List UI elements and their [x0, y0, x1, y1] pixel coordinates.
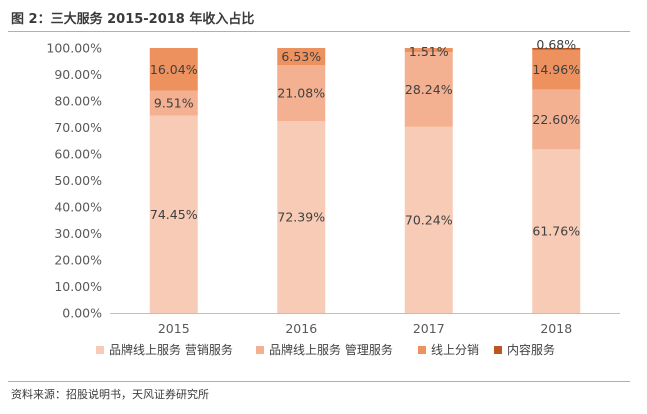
data-label: 1.51%: [409, 44, 449, 59]
bar-segment: [277, 121, 326, 313]
legend-swatch: [256, 346, 264, 354]
y-tick-label: 40.00%: [54, 200, 102, 215]
data-label: 16.04%: [150, 62, 198, 77]
chart-title: 图 2：三大服务 2015-2018 年收入占比: [11, 12, 255, 27]
data-label: 9.51%: [154, 96, 194, 111]
data-label: 61.76%: [532, 224, 580, 239]
data-label: 28.24%: [405, 82, 453, 97]
y-tick-label: 50.00%: [54, 173, 102, 188]
legend-swatch: [494, 346, 502, 354]
x-axis-tick-labels: 2015 2016 2017 2018: [158, 321, 572, 336]
bar-segment: [149, 115, 198, 314]
legend-label: 品牌线上服务 营销服务: [109, 342, 233, 357]
legend-label: 品牌线上服务 管理服务: [269, 342, 393, 357]
data-label: 21.08%: [277, 86, 325, 101]
x-tick-label: 2017: [413, 321, 445, 336]
bar-segment: [532, 49, 581, 90]
stacked-bar-chart: 0.00% 10.00% 20.00% 30.00% 40.00% 50.00% 60.00…: [46, 37, 620, 357]
y-tick-label: 90.00%: [54, 67, 102, 82]
x-tick-label: 2018: [540, 321, 572, 336]
source-note: 资料来源：招股说明书，天风证券研究所: [11, 388, 209, 401]
y-tick-label: 30.00%: [54, 226, 102, 241]
data-label: 70.24%: [405, 212, 453, 227]
data-label: 14.96%: [532, 62, 580, 77]
data-label: 6.53%: [281, 49, 321, 64]
bar-segment: [532, 48, 581, 50]
bar-segment: [149, 90, 198, 116]
legend-label: 线上分销: [431, 343, 479, 357]
legend-swatch: [96, 346, 104, 354]
legend: 品牌线上服务 营销服务 品牌线上服务 管理服务 线上分销 内容服务: [96, 342, 555, 357]
bar-segment: [532, 149, 581, 313]
bar-segment: [532, 89, 581, 150]
y-tick-label: 20.00%: [54, 253, 102, 268]
data-label: 74.45%: [150, 207, 198, 222]
x-tick-label: 2016: [285, 321, 317, 336]
y-tick-label: 80.00%: [54, 94, 102, 109]
y-tick-label: 0.00%: [62, 306, 102, 321]
y-tick-label: 10.00%: [54, 279, 102, 294]
bar-segments: [149, 48, 581, 314]
data-labels: 74.45% 9.51% 16.04% 72.39% 21.08% 6.53% 70.24%…: [150, 37, 580, 239]
data-label: 22.60%: [532, 112, 580, 127]
legend-swatch: [418, 346, 426, 354]
data-label: 0.68%: [536, 37, 576, 52]
top-divider: [8, 31, 630, 32]
y-tick-label: 100.00%: [46, 41, 102, 56]
x-tick-label: 2015: [158, 321, 190, 336]
bar-segment: [404, 52, 453, 127]
y-tick-label: 60.00%: [54, 147, 102, 162]
data-label: 72.39%: [277, 210, 325, 225]
bottom-divider: [8, 381, 630, 382]
bar-segment: [404, 48, 453, 53]
legend-label: 内容服务: [507, 342, 555, 357]
bar-segment: [149, 48, 198, 91]
bar-segment: [277, 48, 326, 66]
bar-segment: [404, 126, 453, 313]
y-axis-tick-labels: 0.00% 10.00% 20.00% 30.00% 40.00% 50.00% 60.00…: [46, 41, 102, 321]
bar-segment: [277, 65, 326, 122]
y-tick-label: 70.00%: [54, 120, 102, 135]
